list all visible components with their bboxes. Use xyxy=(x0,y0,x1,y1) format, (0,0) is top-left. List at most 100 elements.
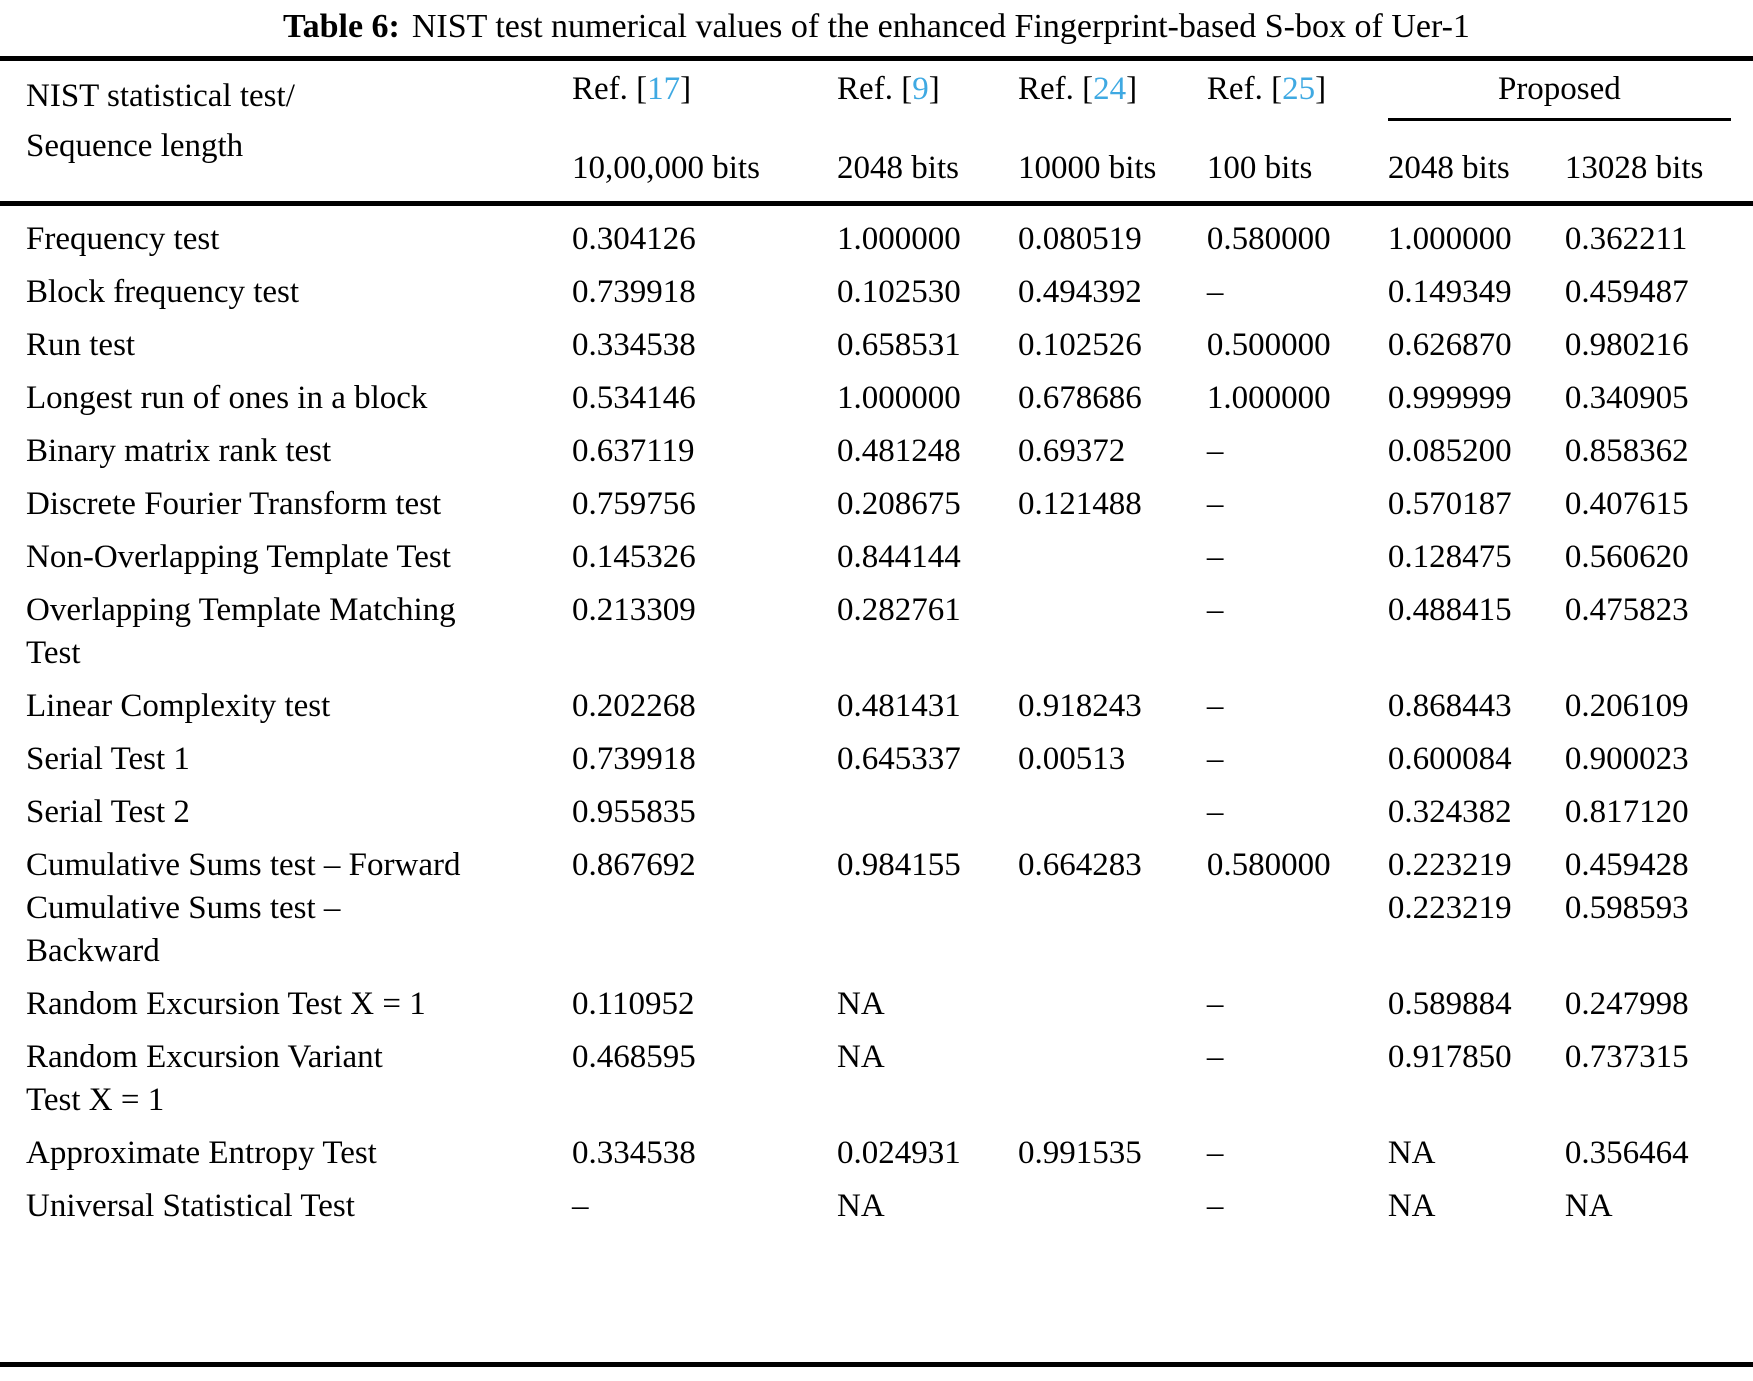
cell-value: – xyxy=(1206,1039,1224,1075)
test-name: Cumulative Sums test – Forward Cumulativ… xyxy=(26,847,461,969)
cell-value: 0.282761 xyxy=(837,592,961,628)
cell-value: 0.110952 xyxy=(572,986,695,1022)
cell-value: 0.844144 xyxy=(837,539,961,575)
header-test-line1: NIST statistical test/ xyxy=(26,78,295,114)
ref-prefix: Ref. [ xyxy=(1206,71,1283,107)
proposed-bits-2048: 2048 bits xyxy=(1387,150,1510,186)
cell-value: NA xyxy=(837,1188,885,1224)
table-bottom-rule xyxy=(0,1362,1753,1367)
cell-value: 0.589884 xyxy=(1387,986,1512,1022)
cell-value: 0.918243 xyxy=(1017,688,1142,724)
cell-value xyxy=(1018,983,1207,1036)
cell-value: 0.334538 xyxy=(572,327,696,363)
cell-value: 0.867692 xyxy=(572,847,696,883)
ref-25-bits: 100 bits xyxy=(1206,150,1313,186)
ref-25-label: Ref. [25] xyxy=(1207,71,1388,108)
cell-value: 0.984155 xyxy=(837,847,961,883)
citation-number: 17 xyxy=(647,71,681,107)
table-body: Frequency test 0.304126 1.000000 0.080519 0.… xyxy=(0,206,1753,1362)
cell-value: 0.468595 xyxy=(572,1039,696,1075)
table-row: Block frequency test 0.739918 0.102530 0.49… xyxy=(0,271,1753,324)
cell-value: – xyxy=(1206,1135,1224,1171)
table-row: Serial Test 2 0.955835 – 0.324382 0.817120 xyxy=(0,791,1753,844)
proposed-bits-13028: 13028 bits xyxy=(1564,150,1704,186)
test-name: Approximate Entropy Test xyxy=(26,1135,377,1171)
cell-value: – xyxy=(1206,741,1224,777)
test-name: Random Excursion Test X = 1 xyxy=(26,986,426,1022)
cell-value: 0.570187 xyxy=(1387,486,1512,522)
ref-prefix: Ref. [ xyxy=(1017,71,1094,107)
cell-value: 0.213309 xyxy=(572,592,696,628)
table-row: Longest run of ones in a block 0.534146 1.… xyxy=(0,377,1753,430)
cell-value: 0.69372 xyxy=(1017,433,1126,469)
cell-value: 0.900023 xyxy=(1564,741,1689,777)
cell-value: 0.085200 xyxy=(1387,433,1512,469)
table-row: Overlapping Template Matching Test 0.2133… xyxy=(0,589,1753,685)
cell-value: 0.459487 xyxy=(1564,274,1689,310)
cell-value: NA xyxy=(1387,1135,1436,1171)
ref-17-bits: 10,00,000 bits xyxy=(572,150,760,186)
cell-value: – xyxy=(1206,986,1224,1022)
citation-number: 24 xyxy=(1093,71,1127,107)
cell-value: – xyxy=(1206,592,1224,628)
test-name: Universal Statistical Test xyxy=(26,1188,355,1224)
cell-value: 0.459428 0.598593 xyxy=(1564,847,1689,926)
cell-value: – xyxy=(572,1188,589,1224)
cell-value: NA xyxy=(837,1039,885,1075)
test-name: Longest run of ones in a block xyxy=(26,380,428,416)
table-row: Random Excursion Variant Test X = 1 0.468… xyxy=(0,1036,1753,1132)
table-row: Non-Overlapping Template Test 0.145326 0.8… xyxy=(0,536,1753,589)
test-name: Linear Complexity test xyxy=(26,688,331,724)
proposed-underline xyxy=(1387,118,1731,121)
table-row: Universal Statistical Test – NA – NA NA xyxy=(0,1185,1753,1238)
cell-value: 0.128475 xyxy=(1387,539,1512,575)
cell-value: 0.858362 xyxy=(1564,433,1689,469)
cell-value xyxy=(1018,1185,1207,1238)
cell-value: 0.481248 xyxy=(837,433,961,469)
cell-value: 0.102526 xyxy=(1017,327,1142,363)
test-name: Run test xyxy=(26,327,136,363)
table-row: Serial Test 1 0.739918 0.645337 0.00513 – 0.6… xyxy=(0,738,1753,791)
cell-value: – xyxy=(1206,486,1224,522)
cell-value: 0.658531 xyxy=(837,327,961,363)
citation-number: 25 xyxy=(1282,71,1316,107)
cell-value: 0.475823 xyxy=(1564,592,1689,628)
proposed-bits-row: 2048 bits 13028 bits xyxy=(1388,150,1753,187)
cell-value: 0.362211 xyxy=(1564,221,1688,257)
cell-value: 0.626870 xyxy=(1387,327,1512,363)
cell-value: 0.494392 xyxy=(1017,274,1142,310)
table-row: Random Excursion Test X = 1 0.110952 NA – 0.… xyxy=(0,983,1753,1036)
cell-value: 0.678686 xyxy=(1017,380,1142,416)
cell-value: – xyxy=(1206,794,1224,830)
ref-24-bits: 10000 bits xyxy=(1017,150,1157,186)
header-test-line2: Sequence length xyxy=(26,128,244,164)
cell-value: 0.247998 xyxy=(1564,986,1689,1022)
test-name: Serial Test 2 xyxy=(26,794,190,830)
test-name: Serial Test 1 xyxy=(26,741,190,777)
cell-value xyxy=(1018,536,1207,589)
cell-value: 0.759756 xyxy=(572,486,696,522)
cell-value: 0.00513 xyxy=(1017,741,1126,777)
cell-value: 0.324382 xyxy=(1387,794,1512,830)
cell-value: 0.580000 xyxy=(1206,847,1331,883)
header-proposed-group: Proposed 2048 bits 13028 bits xyxy=(1387,61,1753,201)
header-ref-25: Ref. [25] 100 bits xyxy=(1207,61,1388,201)
test-name: Binary matrix rank test xyxy=(26,433,332,469)
table-row: Discrete Fourier Transform test 0.759756 0… xyxy=(0,483,1753,536)
cell-value: 0.817120 xyxy=(1564,794,1689,830)
ref-9-label: Ref. [9] xyxy=(837,71,1018,108)
table-header: NIST statistical test/ Sequence length R… xyxy=(0,61,1753,201)
cell-value xyxy=(1018,791,1207,844)
table-top-rule xyxy=(0,56,1753,61)
test-name: Frequency test xyxy=(26,221,220,257)
cell-value: 0.149349 xyxy=(1387,274,1512,310)
table-row: Approximate Entropy Test 0.334538 0.024931… xyxy=(0,1132,1753,1185)
cell-value: 0.980216 xyxy=(1564,327,1689,363)
test-name: Discrete Fourier Transform test xyxy=(26,486,442,522)
cell-value: 0.334538 xyxy=(572,1135,696,1171)
cell-value: 0.580000 xyxy=(1206,221,1331,257)
cell-value: 1.000000 xyxy=(1206,380,1331,416)
cell-value: 0.999999 xyxy=(1387,380,1512,416)
cell-value: 0.664283 xyxy=(1017,847,1142,883)
